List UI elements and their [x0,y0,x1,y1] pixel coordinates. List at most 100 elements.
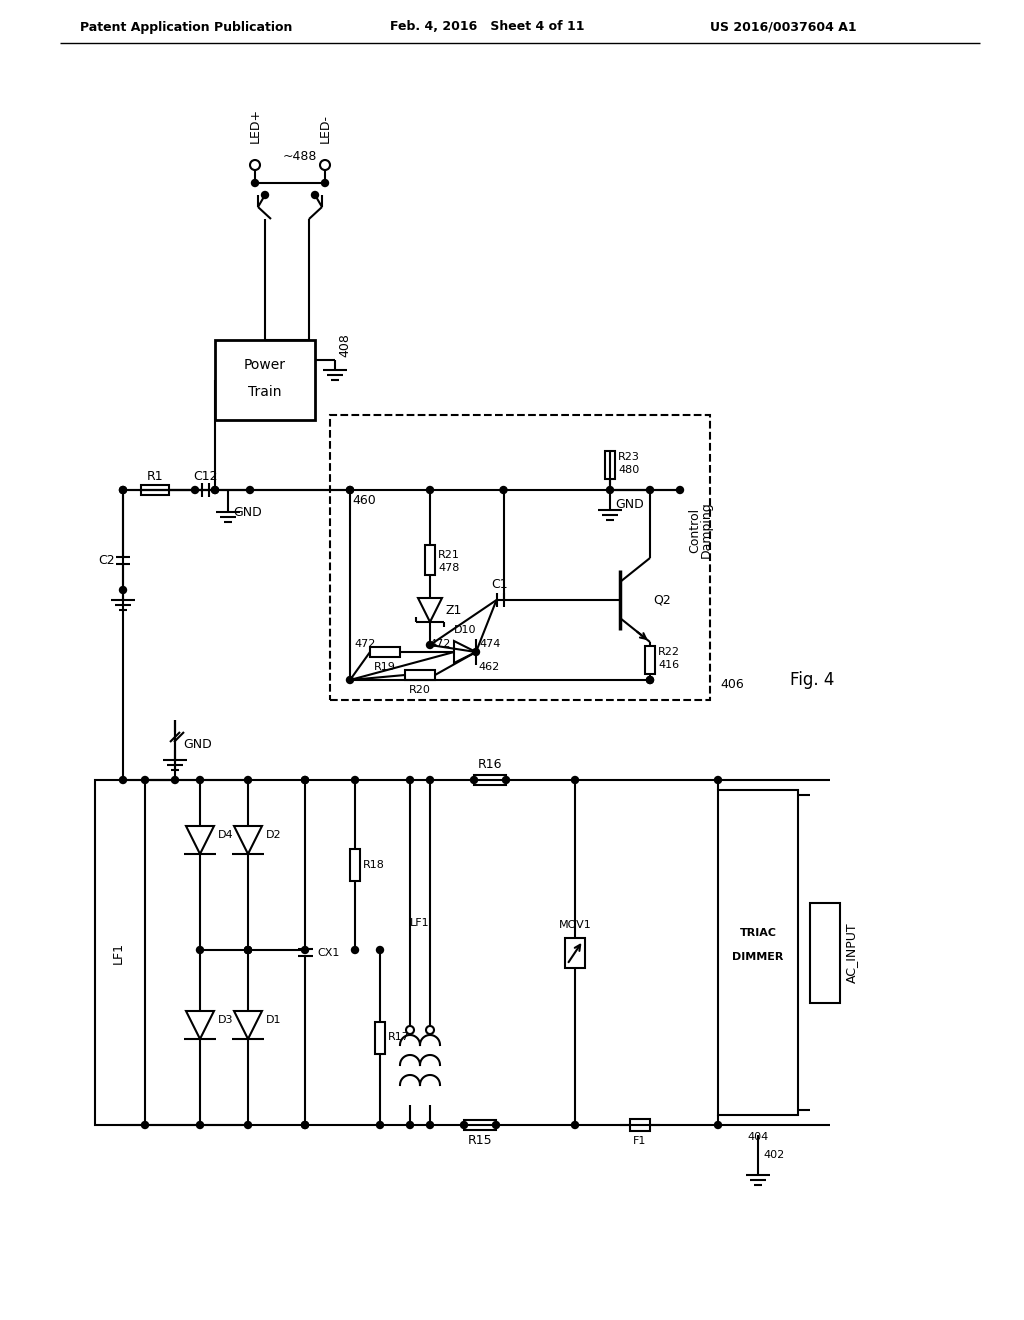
Text: C2: C2 [98,553,115,566]
Circle shape [301,1122,308,1129]
Circle shape [245,776,252,784]
Circle shape [377,946,384,953]
Circle shape [141,1122,148,1129]
Circle shape [250,160,260,170]
Bar [406,671,435,680]
Circle shape [377,1122,384,1129]
Text: C12: C12 [193,470,217,483]
Circle shape [677,487,683,494]
Text: R21: R21 [438,550,460,560]
Circle shape [427,487,433,494]
Text: 404: 404 [748,1133,769,1142]
Circle shape [426,1026,434,1034]
Text: Patent Application Publication: Patent Application Publication [80,21,293,33]
Text: R15: R15 [468,1134,493,1147]
Bar [810,903,840,1002]
Text: 472: 472 [430,639,451,649]
Text: MOV1: MOV1 [559,920,592,929]
Circle shape [252,180,258,186]
Circle shape [247,487,254,494]
Text: 478: 478 [438,564,460,573]
Bar [645,645,655,675]
Circle shape [406,1026,414,1034]
Circle shape [301,776,308,784]
Bar [425,545,435,576]
Text: R18: R18 [362,861,385,870]
Text: D3: D3 [218,1015,233,1026]
Circle shape [322,180,329,186]
Circle shape [346,676,353,684]
Text: Train: Train [248,385,282,399]
Text: R23: R23 [618,451,640,462]
Circle shape [407,776,414,784]
Circle shape [197,1122,204,1129]
Text: 460: 460 [352,494,376,507]
Circle shape [311,191,318,198]
Bar [375,1022,385,1053]
Circle shape [646,487,653,494]
Circle shape [351,946,358,953]
Circle shape [197,776,204,784]
Text: CX1: CX1 [317,948,339,957]
Text: R16: R16 [478,758,502,771]
Bar [350,849,360,880]
Circle shape [571,776,579,784]
Circle shape [245,946,252,953]
Circle shape [120,776,127,784]
Circle shape [606,487,613,494]
Circle shape [470,776,477,784]
Text: Damping: Damping [700,502,713,558]
Text: AC_INPUT: AC_INPUT [845,923,858,983]
Circle shape [301,776,308,784]
Text: F1: F1 [633,1137,647,1146]
Text: LF1: LF1 [112,941,125,964]
Bar [330,414,710,700]
Circle shape [120,586,127,594]
Text: LF1: LF1 [411,917,430,928]
Text: Fig. 4: Fig. 4 [790,671,835,689]
Circle shape [427,1122,433,1129]
Circle shape [141,776,148,784]
Bar [630,1119,650,1131]
Circle shape [245,946,252,953]
Circle shape [571,1122,579,1129]
Text: LED-: LED- [318,114,332,143]
Bar [215,341,315,420]
Text: GND: GND [183,738,212,751]
Text: 474: 474 [479,639,501,649]
Text: ~488: ~488 [283,150,317,164]
Text: 406: 406 [720,678,743,692]
Circle shape [245,1122,252,1129]
Text: D1: D1 [266,1015,282,1026]
Circle shape [319,160,330,170]
Circle shape [407,1122,414,1129]
Circle shape [301,1122,308,1129]
Circle shape [472,648,479,656]
Text: D10: D10 [454,624,476,635]
Text: R22: R22 [658,647,680,657]
Text: C1: C1 [492,578,508,590]
Circle shape [503,776,510,784]
Text: 472: 472 [354,639,376,649]
Circle shape [197,946,204,953]
Circle shape [351,776,358,784]
Circle shape [646,676,653,684]
Text: GND: GND [233,506,262,519]
Text: 480: 480 [618,465,639,475]
Text: R1: R1 [146,470,163,483]
Text: 402: 402 [763,1150,784,1160]
Text: 408: 408 [338,333,351,356]
Text: TRIAC: TRIAC [739,928,776,937]
Circle shape [120,487,127,494]
Circle shape [715,776,722,784]
Text: R19: R19 [374,663,396,672]
Text: Control: Control [688,507,701,553]
Circle shape [212,487,218,494]
Circle shape [427,776,433,784]
Circle shape [171,776,178,784]
Circle shape [245,946,252,953]
Bar [141,484,169,495]
Text: D4: D4 [218,830,233,840]
Bar [95,780,145,1125]
Circle shape [715,1122,722,1129]
